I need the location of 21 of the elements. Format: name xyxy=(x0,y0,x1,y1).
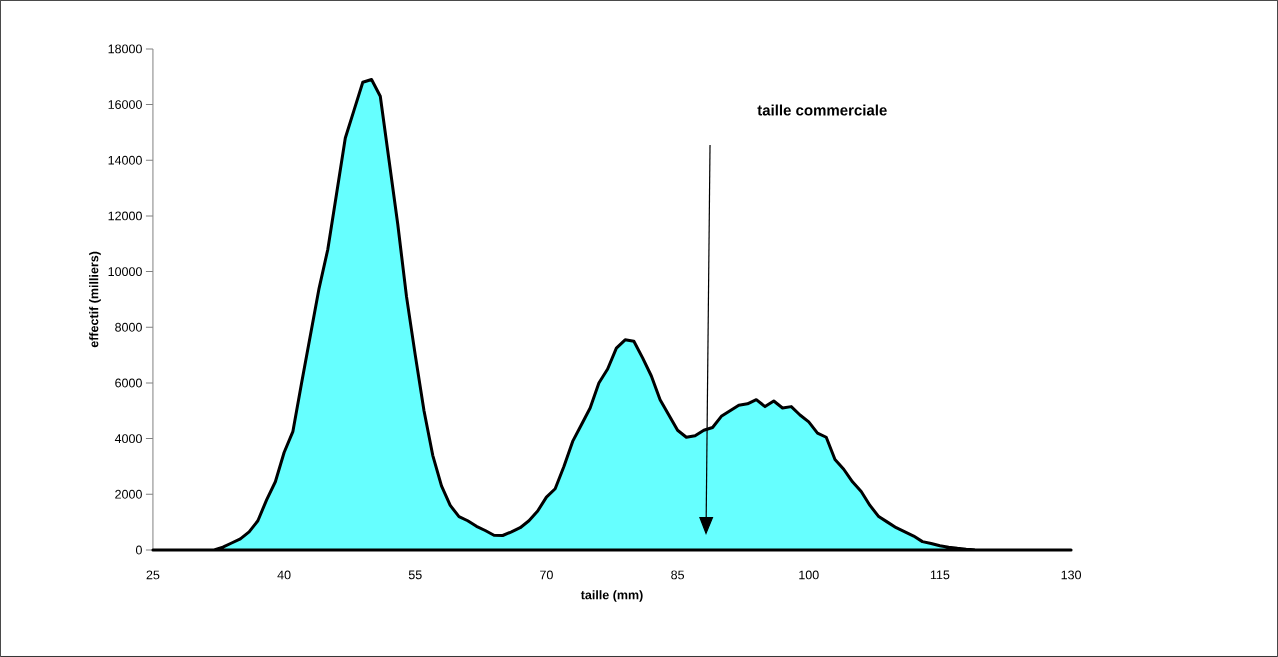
x-tick-label: 55 xyxy=(408,570,422,580)
x-tick-label: 40 xyxy=(277,570,291,580)
y-tick-label: 8000 xyxy=(115,322,142,332)
y-tick-label: 4000 xyxy=(114,434,142,444)
y-tick-label: 12000 xyxy=(108,211,142,221)
x-tick-label: 25 xyxy=(146,570,160,580)
x-tick-label: 130 xyxy=(1061,570,1082,580)
x-tick-label: 85 xyxy=(671,570,685,580)
y-tick-label: 10000 xyxy=(108,267,142,277)
x-tick-label: 115 xyxy=(930,570,950,580)
y-tick-label: 18000 xyxy=(108,44,142,54)
y-axis-title: effectif (milliers) xyxy=(89,251,101,348)
x-tick-label: 100 xyxy=(799,570,819,580)
x-tick-label: 70 xyxy=(540,570,553,580)
x-axis-title: taille (mm) xyxy=(580,590,643,602)
y-tick-label: 6000 xyxy=(115,378,142,388)
y-tick-label: 0 xyxy=(135,545,142,555)
annotation: taille commerciale xyxy=(757,104,887,116)
y-tick-label: 14000 xyxy=(108,155,142,165)
y-tick-label: 16000 xyxy=(108,100,142,110)
y-tick-label: 2000 xyxy=(115,489,142,499)
